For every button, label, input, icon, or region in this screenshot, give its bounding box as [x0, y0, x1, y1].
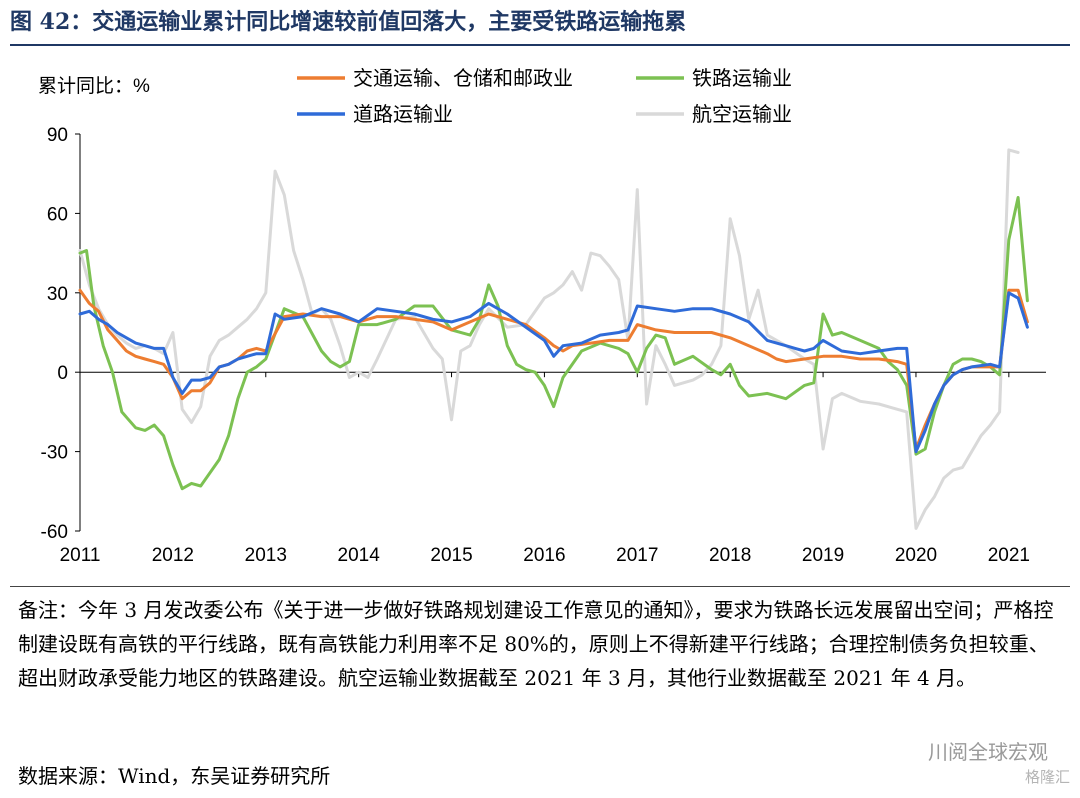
x-tick-label: 2021	[988, 545, 1030, 566]
title-rule	[10, 44, 1070, 46]
watermark-text: 川阅全球宏观	[928, 740, 1048, 764]
figure-title: 图 42：交通运输业累计同比增速较前值回落大，主要受铁路运输拖累	[10, 9, 687, 35]
data-source: 数据来源：Wind，东吴证券研究所	[18, 764, 331, 788]
y-tick-label: -60	[41, 522, 68, 543]
x-tick-label: 2014	[338, 545, 381, 566]
series-line	[78, 196, 1029, 491]
y-tick-label: 90	[47, 125, 68, 146]
x-tick-label: 2011	[60, 545, 101, 566]
x-tick-label: 2017	[616, 545, 658, 566]
series-line	[78, 148, 1020, 530]
legend-label: 道路运输业	[353, 103, 453, 126]
series-line	[78, 288, 1029, 451]
x-tick-label: 2020	[895, 545, 937, 566]
note-rule	[10, 586, 1070, 587]
x-tick-label: 2015	[430, 545, 472, 566]
legend-label: 铁路运输业	[692, 67, 792, 90]
series-line	[78, 291, 1029, 454]
x-tick-label: 2016	[523, 545, 565, 566]
x-tick-label: 2019	[802, 545, 844, 566]
x-tick-label: 2018	[709, 545, 751, 566]
y-tick-label: 60	[47, 204, 68, 225]
y-tick-label: 0	[57, 363, 68, 384]
y-tick-label: -30	[41, 443, 68, 464]
x-tick-label: 2012	[152, 545, 194, 566]
legend-label: 交通运输、仓储和邮政业	[353, 67, 573, 90]
legend-label: 航空运输业	[692, 103, 792, 126]
watermark-logo-text: 格隆汇	[1024, 768, 1070, 786]
x-tick-label: 2013	[245, 545, 287, 566]
y-axis-title: 累计同比：%	[38, 75, 150, 97]
y-tick-label: 30	[47, 284, 68, 305]
chart-note: 备注：今年 3 月发改委公布《关于进一步做好铁路规划建设工作意见的通知》，要求为…	[18, 598, 1054, 690]
